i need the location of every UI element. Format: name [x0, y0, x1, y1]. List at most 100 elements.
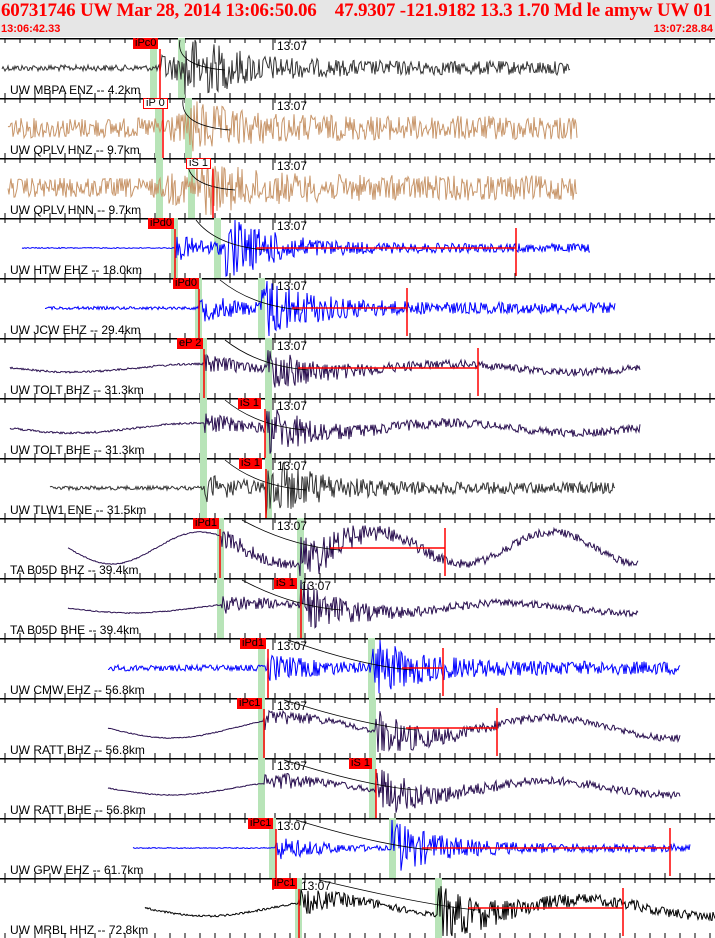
phase-pick-label[interactable]: eP 2	[177, 337, 204, 349]
station-label: UW QPLV HNZ -- 9.7km	[10, 143, 140, 157]
phase-pick-label[interactable]: iS 1	[239, 457, 262, 469]
phase-window	[258, 638, 265, 698]
phase-pick-label[interactable]: iS 1	[349, 757, 372, 769]
travel-time-curve	[224, 459, 307, 491]
minute-label: 13:07	[277, 39, 308, 53]
start-time: 13:06:42.33	[1, 23, 61, 35]
travel-time-curve	[287, 639, 413, 671]
waveform	[67, 579, 639, 629]
station-label: UW RATT BHE -- 56.8km	[10, 803, 146, 817]
trace-canvas	[0, 158, 715, 218]
station-label: UW TLW1 ENE -- 31.5km	[10, 503, 147, 517]
station-label: TA B05D BHE -- 39.4km	[10, 623, 140, 637]
waveform	[107, 709, 681, 753]
waveform	[132, 819, 691, 871]
waveform	[67, 525, 639, 577]
minute-label: 13:07	[277, 219, 308, 233]
travel-time-curve	[219, 279, 303, 311]
travel-time-curve	[182, 99, 231, 131]
phase-window	[435, 878, 442, 938]
phase-pick-label[interactable]: iP 0	[143, 98, 168, 109]
minute-label: 13:07	[277, 519, 308, 533]
phase-pick-label[interactable]: iPc0	[133, 37, 159, 49]
station-label: TA B05D BHZ -- 39.4km	[10, 563, 139, 577]
minute-label: 13:07	[277, 759, 308, 773]
minute-label: 13:07	[277, 99, 308, 113]
waveform	[9, 350, 641, 388]
phase-pick-label[interactable]: iPc1	[237, 697, 263, 709]
travel-time-curve	[195, 219, 267, 251]
waveform	[9, 409, 641, 454]
phase-pick-label[interactable]: iS 1	[274, 577, 297, 589]
phase-pick-label[interactable]: iPc1	[272, 877, 298, 889]
trace-panel[interactable]: eP 2 13:07 UW TOLT BHZ -- 31.3km	[0, 338, 715, 398]
station-label: UW RATT BHZ -- 56.8km	[10, 743, 145, 757]
travel-time-curve	[283, 759, 417, 791]
station-label: UW JCW EHZ -- 29.4km	[10, 323, 141, 337]
waveform	[1, 39, 571, 95]
travel-time-curve	[224, 399, 307, 431]
travel-time-curve	[283, 699, 417, 731]
minute-label: 13:07	[277, 459, 308, 473]
minute-label: 13:07	[277, 819, 308, 833]
travel-time-curve	[241, 519, 341, 551]
station-label: UW TOLT BHE -- 31.3km	[10, 443, 145, 457]
trace-canvas	[0, 878, 715, 938]
minute-label: 13:07	[277, 159, 308, 173]
waveform	[144, 886, 715, 937]
trace-panel[interactable]: iPd1 13:07 UW CMW EHZ -- 56.8km	[0, 638, 715, 698]
trace-panel[interactable]: iS 1 13:07 UW TOLT BHE -- 31.3km	[0, 398, 715, 458]
station-label: UW CMW EHZ -- 56.8km	[10, 683, 145, 697]
minute-label: 13:07	[277, 399, 308, 413]
waveform	[44, 280, 616, 337]
trace-canvas	[0, 518, 715, 578]
phase-window	[258, 758, 265, 818]
phase-pick-label[interactable]: iS 1	[238, 397, 261, 409]
station-label: UW HTW EHZ -- 18.0km	[10, 263, 142, 277]
trace-panel[interactable]: iPc1 13:07 UW GPW EHZ -- 61.7km	[0, 818, 715, 878]
trace-panel[interactable]: iPc1 13:07 UW RATT BHZ -- 56.8km	[0, 698, 715, 758]
phase-pick-label[interactable]: iPd1	[193, 517, 220, 529]
waveform	[21, 219, 590, 277]
phase-pick-label[interactable]: iPd1	[240, 637, 267, 649]
waveform	[7, 161, 578, 215]
phase-window	[156, 158, 163, 218]
trace-panel[interactable]: iS 1 13:07 UW QPLV HNN -- 9.7km	[0, 158, 715, 218]
trace-panel[interactable]: iP 0 13:07 UW QPLV HNZ -- 9.7km	[0, 98, 715, 158]
minute-label: 13:07	[301, 579, 332, 593]
station-label: UW GPW EHZ -- 61.7km	[10, 863, 144, 877]
trace-canvas	[0, 638, 715, 698]
travel-time-curve	[179, 39, 226, 71]
travel-time-curve	[224, 339, 309, 371]
phase-window	[369, 698, 376, 758]
trace-canvas	[0, 698, 715, 758]
trace-canvas	[0, 38, 715, 98]
waveform	[7, 101, 578, 152]
trace-canvas	[0, 458, 715, 518]
phase-pick-label[interactable]: iPd0	[148, 217, 175, 229]
waveform	[107, 640, 681, 694]
trace-panel[interactable]: iPd0 13:07 UW HTW EHZ -- 18.0km	[0, 218, 715, 278]
phase-pick-label[interactable]: iPc1	[248, 817, 274, 829]
station-label: UW MRBL HHZ -- 72.8km	[10, 923, 149, 937]
phase-window	[369, 758, 376, 818]
trace-panel[interactable]: iPd0 13:07 UW JCW EHZ -- 29.4km	[0, 278, 715, 338]
trace-panel[interactable]: iS 1 13:07 TA B05D BHE -- 39.4km	[0, 578, 715, 638]
travel-time-curve	[241, 579, 342, 611]
trace-panel[interactable]: iPc1 13:07 UW MRBL HHZ -- 72.8km	[0, 878, 715, 938]
phase-window	[265, 458, 272, 518]
trace-panel[interactable]: iS 1 13:07 UW RATT BHE -- 56.8km	[0, 758, 715, 818]
trace-canvas	[0, 98, 715, 158]
event-title: 60731746 UW Mar 28, 2014 13:06:50.06 47.…	[1, 0, 715, 21]
trace-panel[interactable]: iPc0 13:07 UW MBPA ENZ -- 4.2km	[0, 38, 715, 98]
minute-label: 13:07	[277, 639, 308, 653]
phase-pick-label[interactable]: iPd0	[173, 277, 200, 289]
station-label: UW TOLT BHZ -- 31.3km	[10, 383, 144, 397]
trace-panel[interactable]: iS 1 13:07 UW TLW1 ENE -- 31.5km	[0, 458, 715, 518]
waveform	[107, 769, 681, 813]
trace-panel[interactable]: iPd1 13:07 TA B05D BHZ -- 39.4km	[0, 518, 715, 578]
station-label: UW QPLV HNN -- 9.7km	[10, 203, 142, 217]
trace-canvas	[0, 398, 715, 458]
phase-pick-label[interactable]: iS 1	[186, 158, 211, 169]
